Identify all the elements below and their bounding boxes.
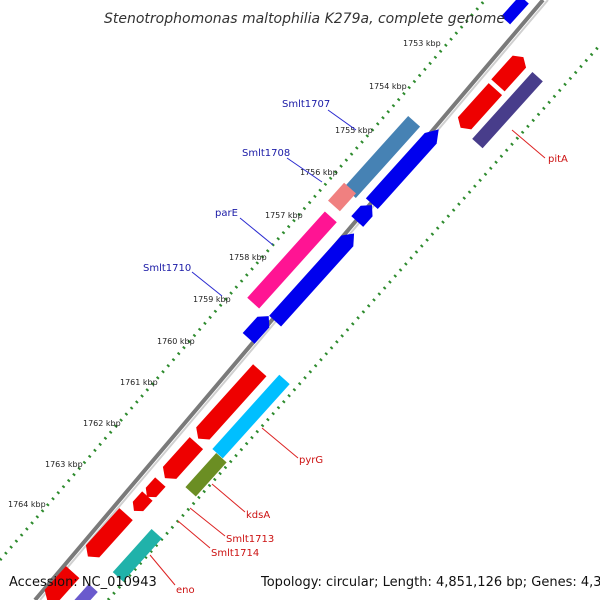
gene-label-pare: parE — [215, 208, 238, 219]
gene-label-smlt1714: Smlt1714 — [211, 548, 259, 559]
tick-label: 1759 kbp — [193, 295, 231, 304]
gene-blue-3-arrow[interactable] — [269, 228, 360, 327]
tick-label: 1758 kbp — [229, 253, 267, 262]
tick-label: 1756 kbp — [300, 168, 338, 177]
gene-label-smlt1710: Smlt1710 — [143, 263, 191, 274]
tick-label: 1753 kbp — [403, 39, 441, 48]
gene-blue-top-arrow[interactable] — [501, 0, 529, 25]
gene-label-smlt1708: Smlt1708 — [242, 148, 290, 159]
tick-labels: 1753 kbp 1754 kbp 1755 kbp 1756 kbp 1757… — [8, 39, 441, 509]
gene-red-big-1-arrow[interactable] — [192, 364, 267, 444]
gene-red-small-2-arrow[interactable] — [129, 491, 153, 515]
inner-dotted-track — [0, 0, 487, 561]
gene-blue-4-arrow[interactable] — [242, 311, 275, 344]
gene-pita-red-1-arrow[interactable] — [491, 51, 530, 92]
gene-kdsa-olive-arrow[interactable] — [185, 452, 227, 497]
tick-label: 1755 kbp — [335, 126, 373, 135]
gene-pita-purple-arrow[interactable] — [472, 71, 543, 149]
gene-label-pyrg: pyrG — [299, 455, 323, 466]
tick-label: 1757 kbp — [265, 211, 303, 220]
tick-label: 1760 kbp — [157, 337, 195, 346]
gene-blue-2-arrow[interactable] — [351, 200, 378, 227]
gene-smlt1708-arrow[interactable] — [328, 182, 356, 212]
gene-label-smlt1707: Smlt1707 — [282, 99, 330, 110]
gene-smlt1714-teal-arrow[interactable] — [112, 529, 162, 582]
tick-label: 1761 kbp — [120, 378, 158, 387]
outer-label-leaders — [149, 129, 546, 586]
topology-text: Topology: circular; Length: 4,851,126 bp… — [260, 575, 600, 590]
gene-red-small-1-arrow[interactable] — [142, 477, 166, 501]
gene-pyrg-cyan-arrow[interactable] — [212, 374, 290, 459]
gene-red-bottom-arrow[interactable] — [41, 566, 80, 600]
gene-pita-red-2-arrow[interactable] — [454, 83, 503, 134]
gene-label-eno: eno — [176, 585, 195, 596]
gene-pare-arrow[interactable] — [247, 211, 337, 309]
tick-label: 1764 kbp — [8, 500, 46, 509]
tick-label: 1763 kbp — [45, 460, 83, 469]
gene-label-kdsa: kdsA — [246, 510, 270, 521]
gene-blue-1-arrow[interactable] — [365, 124, 445, 210]
gene-smlt1707-arrow[interactable] — [343, 115, 421, 199]
tick-label: 1754 kbp — [369, 82, 407, 91]
gene-eno-purple-arrow[interactable] — [70, 583, 98, 600]
gene-red-big-2-arrow[interactable] — [158, 437, 204, 484]
gene-red-big-3-arrow[interactable] — [81, 508, 133, 562]
gene-label-pita: pitA — [548, 154, 568, 165]
accession-text: Accession: NC_010943 — [9, 575, 157, 590]
map-title: Stenotrophomonas maltophilia K279a, comp… — [104, 11, 505, 27]
gene-label-smlt1713: Smlt1713 — [226, 534, 274, 545]
inner-label-leaders — [191, 109, 357, 297]
tick-label: 1762 kbp — [83, 419, 121, 428]
